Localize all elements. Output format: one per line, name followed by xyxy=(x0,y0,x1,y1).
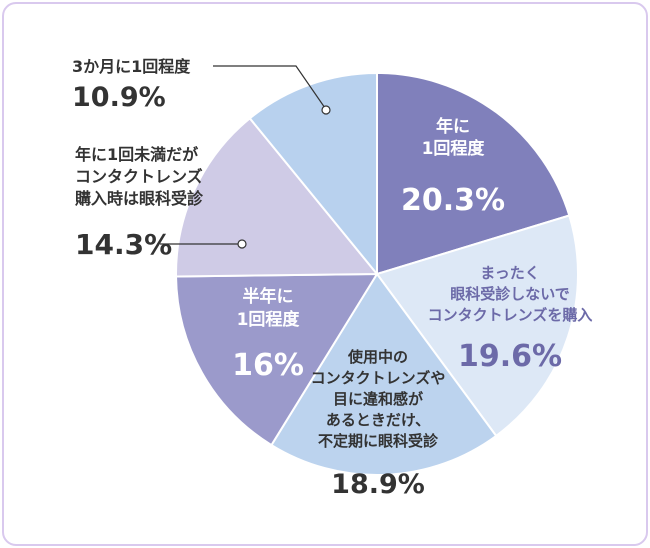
slice-label-line: 目に違和感が xyxy=(333,390,424,408)
slice-label-line: コンタクトレンズを購入 xyxy=(428,306,593,324)
slice-label-line: 1回程度 xyxy=(422,138,486,159)
slice-label-line: 購入時は眼科受診 xyxy=(74,189,204,208)
slice-value-label: 14.3% xyxy=(75,228,172,261)
slice-label-line: 不定期に眼科受診 xyxy=(318,432,439,450)
pie-slice-3 xyxy=(270,272,498,476)
slice-value-label: 16% xyxy=(232,348,304,383)
slice-value-label: 19.6% xyxy=(458,339,562,374)
pie-slice-1 xyxy=(376,71,571,276)
slice-label-line: 1回程度 xyxy=(237,309,301,330)
slice-label-6: 3か月に1回程度 10.9% xyxy=(72,57,191,113)
slice-labels: 年に1回程度20.3%まったく眼科受診しないでコンタクトレンズを購入19.6%使… xyxy=(72,57,592,500)
pie-slice-2 xyxy=(375,214,580,438)
leader-dot-1 xyxy=(321,105,331,115)
slice-value-label: 20.3% xyxy=(401,183,505,218)
slice-label-line: まったく xyxy=(480,264,539,282)
pie-slices xyxy=(175,71,580,476)
slice-label-line: 眼科受診しないで xyxy=(450,285,570,303)
slice-value-label: 10.9% xyxy=(72,82,166,113)
leader-dot-2 xyxy=(237,239,247,249)
slice-label-line: 使用中の xyxy=(347,348,408,366)
slice-value-label: 18.9% xyxy=(331,469,425,500)
slice-label-line: あるときだけ、 xyxy=(326,411,430,429)
pie-slice-5 xyxy=(175,116,380,278)
slice-label-line: 3か月に1回程度 xyxy=(72,57,191,76)
leader-lines xyxy=(160,65,331,249)
leader-line-1 xyxy=(213,65,326,109)
slice-label-line: 半年に xyxy=(243,286,294,307)
slice-label-line: コンタクトレンズや xyxy=(311,369,446,387)
slice-label-line: 年に1回未満だが xyxy=(75,145,198,164)
slice-label-line: コンタクトレンズ xyxy=(75,167,203,186)
pie-slice-4 xyxy=(175,272,379,447)
slice-label-line: 年に xyxy=(436,116,470,137)
